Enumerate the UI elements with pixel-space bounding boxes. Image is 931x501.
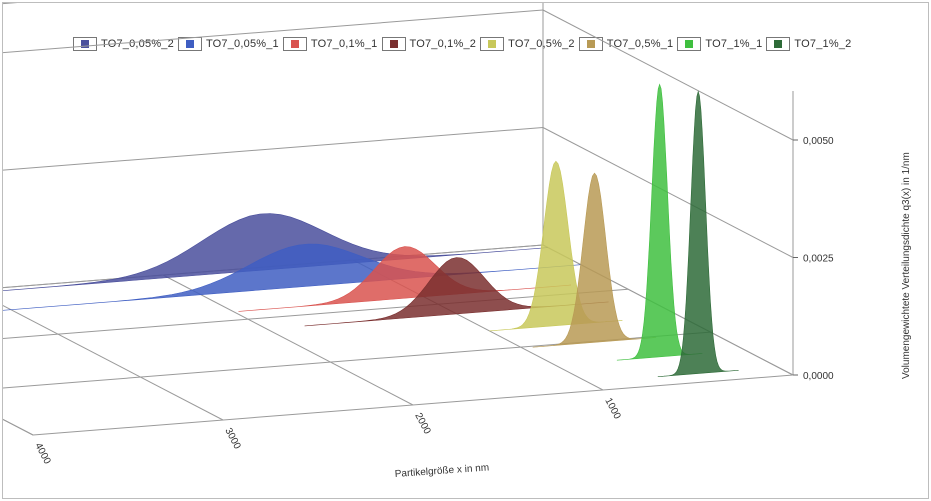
legend-item: TO7_0,05%_1 bbox=[177, 37, 279, 51]
legend-swatch-box bbox=[766, 37, 791, 51]
legend-label: TO7_0,1%_1 bbox=[310, 38, 378, 50]
legend-item: TO7_1%_1 bbox=[677, 37, 762, 51]
chart-legend: TO7_0,05%_2 TO7_0,05%_1 TO7_0,1%_1 TO7_0,1%… bbox=[73, 35, 855, 53]
y-tick-label: 0,0025 bbox=[803, 254, 834, 265]
legend-swatch-box bbox=[578, 37, 603, 51]
x-axis-label: Partikelgröße x in nm bbox=[394, 462, 489, 480]
legend-item: TO7_0,1%_2 bbox=[381, 37, 477, 51]
legend-swatch bbox=[685, 40, 694, 48]
legend-swatch-box bbox=[282, 37, 307, 51]
x-tick-label: 4000 bbox=[32, 441, 52, 466]
legend-swatch-box bbox=[381, 37, 406, 51]
back-wall-gridline bbox=[3, 127, 544, 171]
floor-gridline-x bbox=[162, 274, 414, 406]
legend-swatch bbox=[81, 40, 89, 48]
legend-swatch bbox=[586, 40, 595, 48]
y-axis-label: Volumengewichtete Verteilungsdichte q3(x… bbox=[901, 152, 912, 379]
wall-gridline bbox=[542, 9, 794, 141]
legend-swatch-box bbox=[677, 37, 702, 51]
wall-gridline bbox=[542, 127, 794, 258]
legend-label: TO7_0,05%_1 bbox=[205, 38, 279, 50]
x-tick-label: 2000 bbox=[412, 411, 432, 436]
legend-swatch bbox=[185, 40, 194, 48]
series-area bbox=[238, 246, 572, 312]
x-tick-label: 1000 bbox=[602, 396, 622, 421]
series-area bbox=[532, 172, 657, 348]
legend-swatch bbox=[389, 40, 398, 48]
y-tick-label: 0,0000 bbox=[803, 371, 834, 382]
legend-swatch-box bbox=[73, 37, 97, 51]
legend-item: TO7_0,1%_1 bbox=[282, 37, 378, 51]
legend-item: TO7_0,5%_1 bbox=[578, 37, 674, 51]
legend-label: TO7_0,5%_1 bbox=[606, 38, 674, 50]
back-wall-gridline bbox=[3, 9, 544, 54]
legend-swatch bbox=[774, 40, 783, 48]
back-wall-top bbox=[3, 3, 18, 5]
legend-label: TO7_1%_2 bbox=[794, 38, 852, 50]
floor-left-edge bbox=[3, 418, 34, 436]
series-area bbox=[657, 90, 739, 377]
series-area bbox=[3, 243, 581, 311]
legend-label: TO7_0,1%_2 bbox=[409, 38, 477, 50]
legend-item: TO7_0,5%_2 bbox=[480, 37, 575, 51]
legend-label: TO7_0,5%_2 bbox=[508, 38, 575, 50]
floor-gridline-x bbox=[3, 418, 34, 436]
legend-swatch bbox=[290, 40, 299, 48]
x-tick-label: 3000 bbox=[222, 426, 242, 451]
chart-plot: 4000 3000 2000 1000 0,0000 0,0025 0,0050 Partik… bbox=[3, 3, 912, 480]
legend-item: TO7_1%_2 bbox=[766, 37, 851, 51]
legend-swatch bbox=[488, 40, 497, 48]
legend-swatch-box bbox=[480, 37, 505, 51]
grid-lines bbox=[3, 3, 794, 436]
floor-gridline-x bbox=[3, 305, 224, 421]
legend-label: TO7_1%_1 bbox=[705, 38, 763, 50]
y-tick-label: 0,0050 bbox=[803, 136, 834, 147]
series-areas bbox=[3, 83, 739, 377]
